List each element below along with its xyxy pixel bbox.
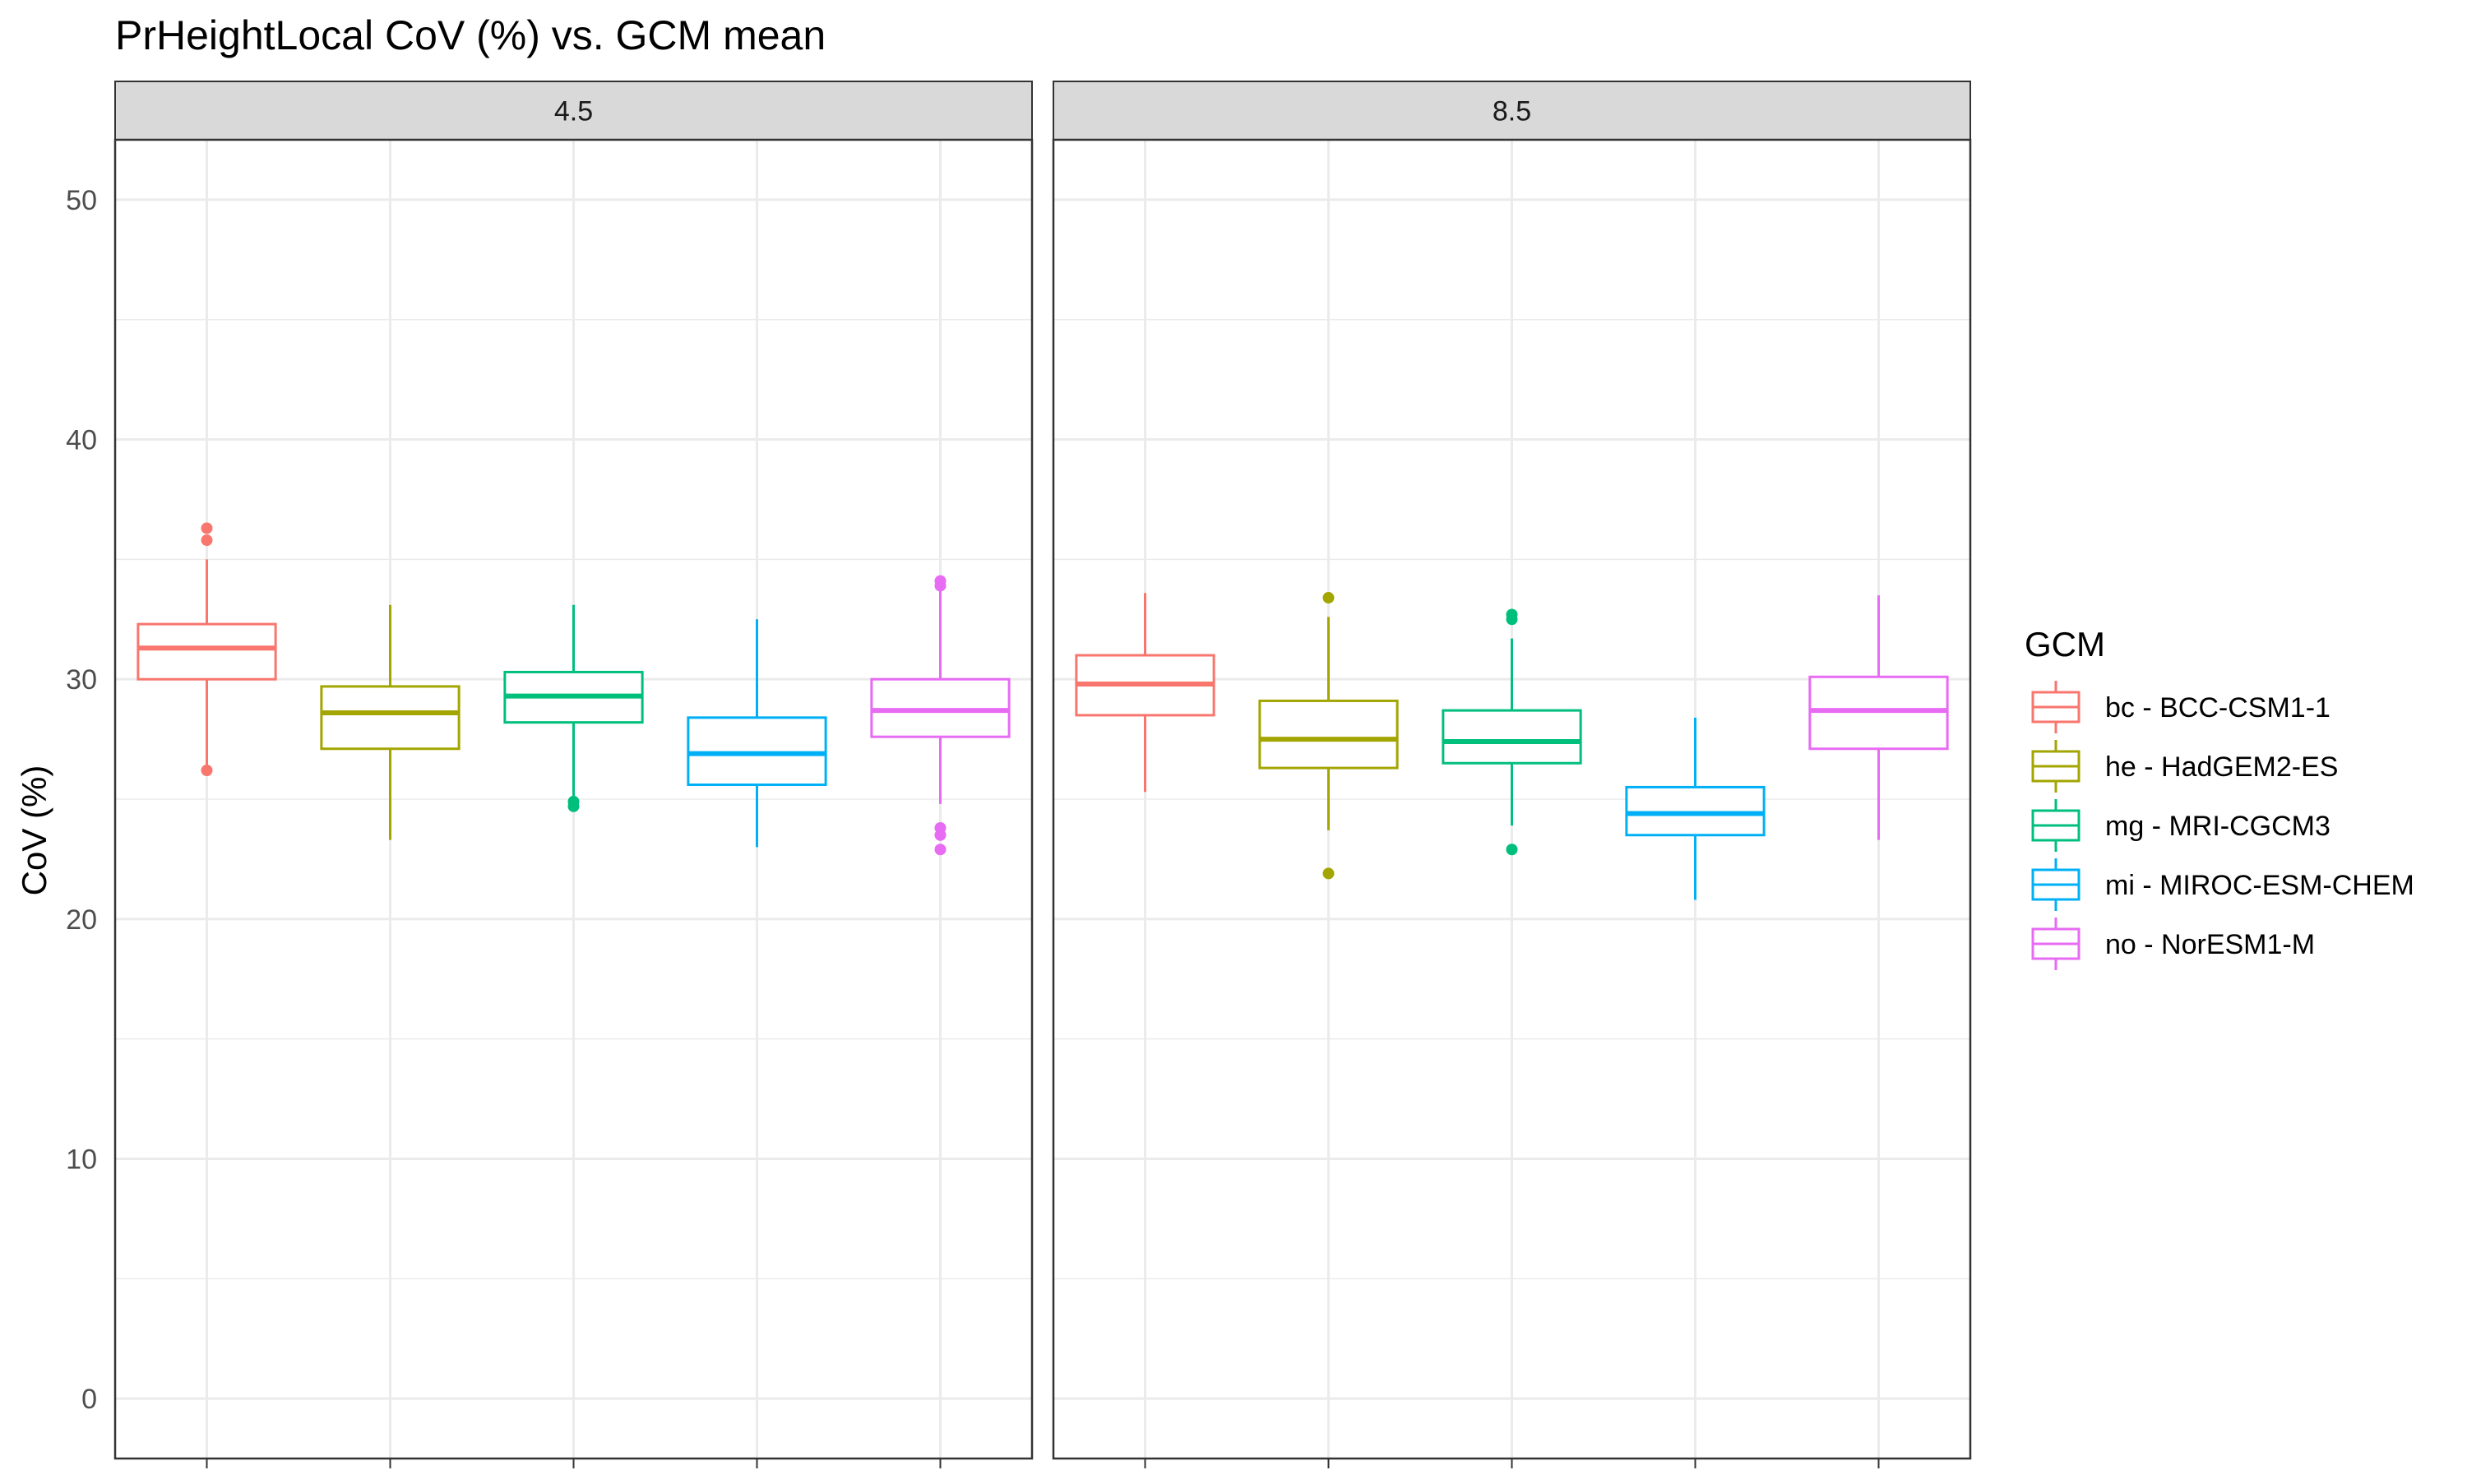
box-no-4-5 — [870, 575, 1011, 856]
legend-entry-he: he - HadGEM2-ES — [2031, 740, 2338, 793]
box-iqr — [320, 685, 461, 751]
legend-entry-bc: bc - BCC-CSM1-1 — [2031, 681, 2330, 733]
y-axis-label: CoV (%) — [15, 765, 53, 896]
legend-label: mi - MIROC-ESM-CHEM — [2105, 870, 2414, 901]
legend-label: no - NorESM1-M — [2105, 929, 2315, 960]
box-bc-8-5 — [1075, 593, 1215, 793]
outlier-point — [567, 795, 580, 807]
box-no-8-5 — [1808, 595, 1949, 840]
panel-border — [1052, 138, 1972, 1460]
facet-panel-8-5: 8.5 — [1052, 81, 1972, 1468]
panels-layer: 0 10 20 30 40 50 4.5 8.5 — [66, 81, 1972, 1468]
legend-key — [2031, 740, 2081, 793]
y-tick-label: 0 — [81, 1384, 97, 1415]
facet-strip — [1053, 81, 1971, 141]
box-iqr — [1442, 709, 1582, 765]
legend-entry-mi: mi - MIROC-ESM-CHEM — [2031, 858, 2414, 911]
legend-label: he - HadGEM2-ES — [2105, 751, 2338, 783]
chart-title: PrHeightLocal CoV (%) vs. GCM mean — [115, 12, 826, 58]
outlier-point — [934, 844, 947, 856]
y-tick-label: 50 — [66, 185, 97, 216]
legend-label: mg - MRI-CGCM3 — [2105, 811, 2330, 842]
outlier-point — [1506, 608, 1518, 621]
legend-title: GCM — [2025, 625, 2105, 663]
legend: GCM bc - BCC-CSM1-1 he - HadGEM2-ES mg - M… — [2025, 625, 2414, 970]
panel-border — [113, 138, 1034, 1460]
outlier-point — [1322, 592, 1335, 604]
facet-strip-label: 8.5 — [1493, 96, 1531, 127]
outlier-point — [201, 765, 213, 777]
y-tick-label: 30 — [66, 664, 97, 696]
facet-panel-4-5: 4.5 — [113, 81, 1034, 1468]
box-mi-4-5 — [687, 619, 827, 848]
box-iqr — [1258, 699, 1399, 770]
legend-key — [2031, 681, 2081, 733]
legend-key — [2031, 858, 2081, 911]
outlier-point — [201, 534, 213, 547]
outlier-point — [934, 821, 947, 834]
y-tick-label: 40 — [66, 425, 97, 456]
box-he-4-5 — [320, 604, 461, 840]
box-iqr — [137, 622, 277, 681]
legend-key — [2031, 918, 2081, 970]
y-tick-label: 20 — [66, 904, 97, 936]
box-bc-4-5 — [137, 522, 277, 777]
legend-label: bc - BCC-CSM1-1 — [2105, 692, 2330, 724]
box-mg-4-5 — [503, 604, 644, 812]
y-tick-label: 10 — [66, 1144, 97, 1175]
outlier-point — [201, 522, 213, 534]
legend-entry-mg: mg - MRI-CGCM3 — [2031, 799, 2330, 852]
box-mg-8-5 — [1442, 608, 1582, 856]
outlier-point — [1506, 844, 1518, 856]
legend-key — [2031, 799, 2081, 852]
box-mi-8-5 — [1625, 717, 1766, 900]
box-he-8-5 — [1258, 592, 1399, 880]
outlier-point — [1322, 867, 1335, 880]
facet-strip — [114, 81, 1033, 141]
outlier-point — [934, 575, 947, 587]
legend-entry-no: no - NorESM1-M — [2031, 918, 2315, 970]
facet-strip-label: 4.5 — [554, 96, 593, 127]
